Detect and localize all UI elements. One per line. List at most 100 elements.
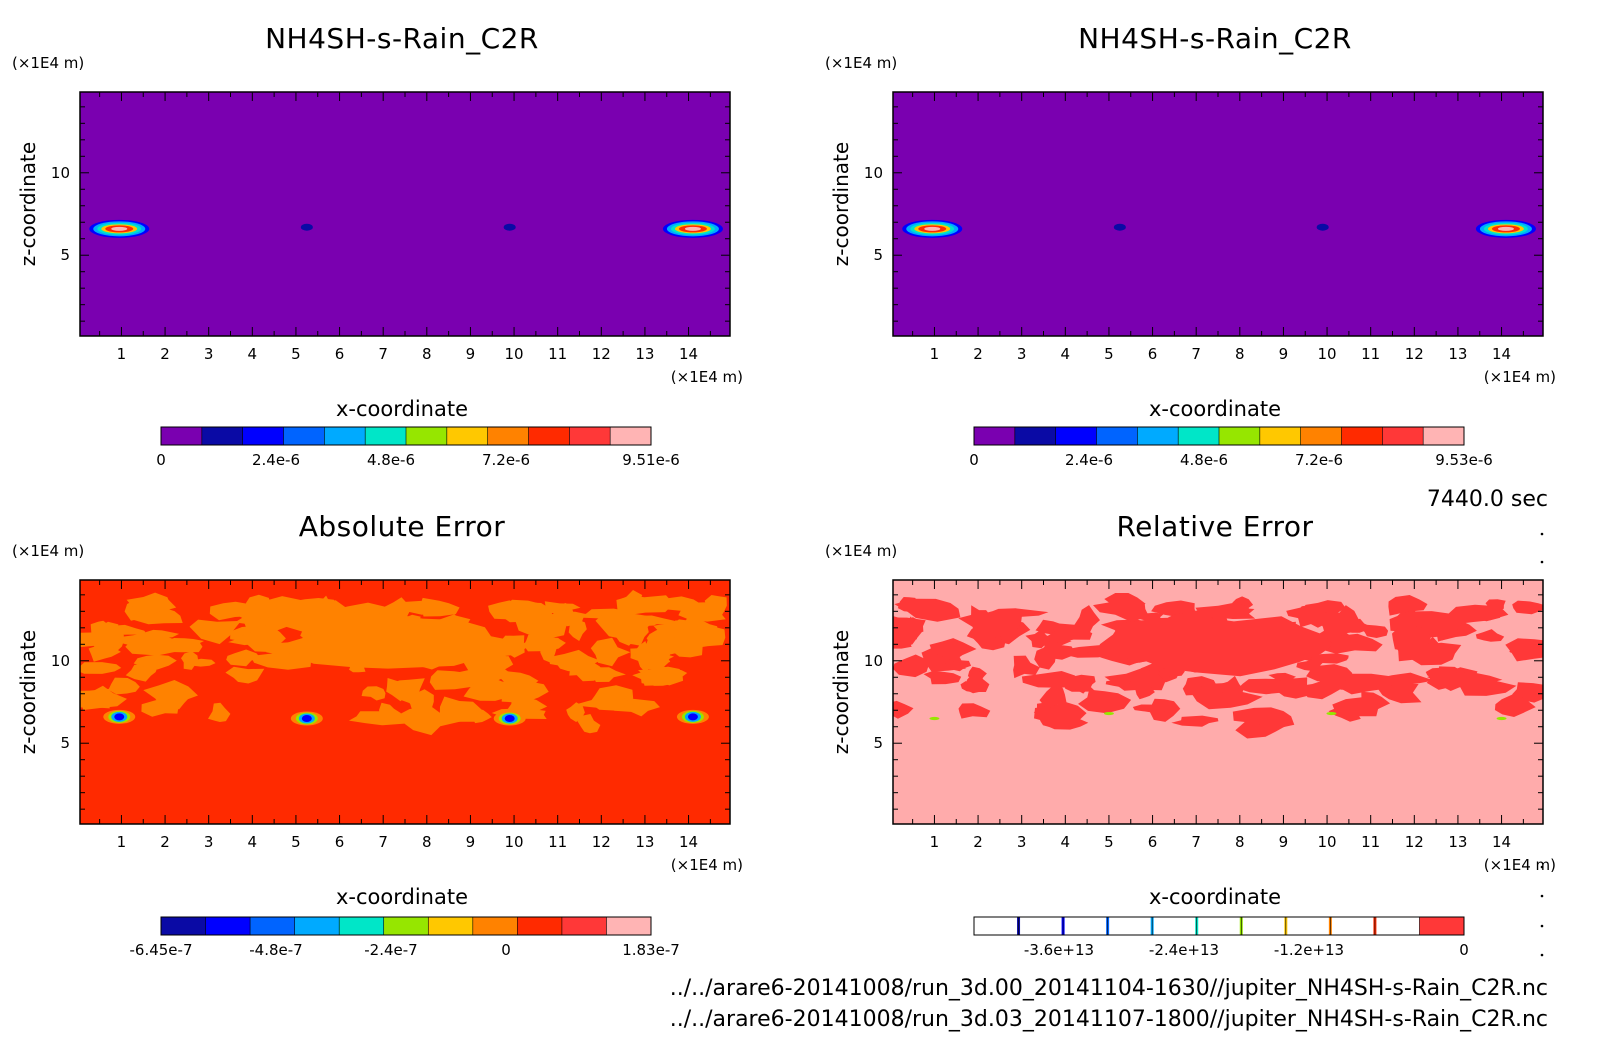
contour-patch: [1388, 595, 1428, 616]
contour-patch: [966, 624, 992, 645]
contour-patch: [499, 680, 549, 703]
contour-dot: [1113, 223, 1126, 231]
colorbar-segment: [383, 917, 429, 935]
x-tick-label: 5: [291, 833, 301, 851]
contour-patch: [923, 670, 962, 685]
x-tick-label: 1: [930, 345, 940, 363]
margin-dot: [1540, 894, 1544, 898]
contour-patch: [181, 651, 199, 670]
contour-patch: [1058, 674, 1096, 694]
contour-patch: [1232, 707, 1295, 730]
colorbar-segment: [1374, 917, 1420, 935]
contour-patch: [133, 654, 177, 670]
contour-patch: [1013, 655, 1040, 679]
colorbar-segment: [1341, 427, 1383, 445]
contour-blob: [684, 226, 701, 231]
colorbar-segment: [528, 427, 570, 445]
x-tick-label: 7: [1191, 345, 1201, 363]
contour-patch: [688, 633, 711, 651]
chart-panel-3: Absolute Error(×1E4 m)1 2 3 4 5 6 7 8 9 10 11 12 13 1…: [12, 510, 743, 959]
colorbar-label: -2.4e+13: [1149, 941, 1219, 959]
x-tick-label: 12: [1405, 833, 1424, 851]
contour-patch: [235, 605, 282, 619]
x-axis-unit: (×1E4 m): [1484, 856, 1556, 874]
x-tick-label: 3: [204, 833, 214, 851]
x-tick-label: 11: [1361, 833, 1380, 851]
contour-spot: [687, 713, 698, 721]
y-axis-unit: (×1E4 m): [825, 542, 897, 560]
contour-patch: [1505, 638, 1543, 662]
contour-patch: [1039, 682, 1067, 710]
colorbar-label: 4.8e-6: [367, 451, 415, 469]
colorbar-label: 1.83e-7: [622, 941, 680, 959]
y-tick-label: 10: [864, 164, 883, 182]
contour-patch: [929, 638, 977, 662]
y-tick-label: 5: [60, 246, 70, 264]
x-tick-label: 4: [1061, 833, 1071, 851]
x-tick-label: 8: [422, 833, 432, 851]
x-tick-label: 7: [1191, 833, 1201, 851]
colorbar-segment: [610, 427, 652, 445]
contour-patch: [967, 605, 992, 629]
colorbar-segment: [1137, 427, 1179, 445]
contour-patch: [1238, 678, 1287, 695]
contour-dot: [503, 223, 516, 231]
colorbar-segment: [606, 917, 652, 935]
x-axis-label: x-coordinate: [336, 397, 468, 421]
colorbar-segment: [1178, 427, 1220, 445]
chart-panel-2: NH4SH-s-Rain_C2R(×1E4 m)1 2 3 4 5 6 7 8 9 10 11 12 1…: [825, 22, 1556, 469]
x-tick-label: 6: [1148, 833, 1158, 851]
colorbar-segment: [1063, 917, 1109, 935]
x-tick-label: 14: [1492, 833, 1511, 851]
x-tick-label: 13: [1448, 345, 1467, 363]
plot-area: [893, 92, 1543, 336]
contour-patch: [944, 660, 972, 672]
colorbar-frame: [160, 916, 652, 936]
contour-patch: [395, 706, 464, 736]
colorbar-segment: [561, 917, 607, 935]
contour-patch: [893, 700, 914, 719]
x-axis-unit: (×1E4 m): [1484, 368, 1556, 386]
colorbar-label: -1.2e+13: [1274, 941, 1344, 959]
contour-patch: [1512, 600, 1543, 615]
contour-patch: [893, 617, 926, 637]
colorbar-label: 9.51e-6: [622, 451, 680, 469]
colorbar-segment: [974, 427, 1016, 445]
colorbar-segment: [517, 917, 563, 935]
x-tick-label: 8: [422, 345, 432, 363]
colorbar-label: -6.45e-7: [130, 941, 193, 959]
colorbar-label: 2.4e-6: [1065, 451, 1113, 469]
x-tick-label: 6: [335, 833, 345, 851]
x-tick-label: 9: [1279, 345, 1289, 363]
contour-patch: [958, 703, 991, 719]
y-tick-label: 10: [51, 164, 70, 182]
contour-patch: [208, 702, 231, 722]
plot-background: [80, 92, 730, 336]
x-tick-label: 3: [204, 345, 214, 363]
colorbar-segment: [1285, 917, 1331, 935]
colorbar-segment: [161, 427, 203, 445]
x-axis-label: x-coordinate: [336, 885, 468, 909]
contour-patch: [1275, 677, 1309, 699]
margin-dot: [1540, 560, 1544, 564]
plot-area: [893, 580, 1543, 824]
contour-patch: [983, 608, 1049, 618]
contour-patch: [640, 666, 683, 686]
contour-patch: [1098, 616, 1334, 677]
chart-title: Absolute Error: [299, 510, 506, 543]
colorbar-label: 0: [501, 941, 511, 959]
contour-patch: [1150, 698, 1181, 722]
contour-patch: [1034, 643, 1057, 670]
colorbar-segment: [365, 427, 407, 445]
contour-patch: [1494, 693, 1536, 717]
colorbar-segment: [324, 427, 366, 445]
contour-patch: [91, 624, 148, 636]
contour-patch: [1328, 707, 1362, 722]
y-tick-label: 10: [51, 652, 70, 670]
colorbar-segment: [406, 427, 448, 445]
contour-patch: [1046, 623, 1093, 643]
contour-tiny: [1496, 716, 1507, 721]
colorbar-segment: [1018, 917, 1064, 935]
colorbar-frame: [973, 916, 1465, 936]
colorbar-segment: [487, 427, 529, 445]
